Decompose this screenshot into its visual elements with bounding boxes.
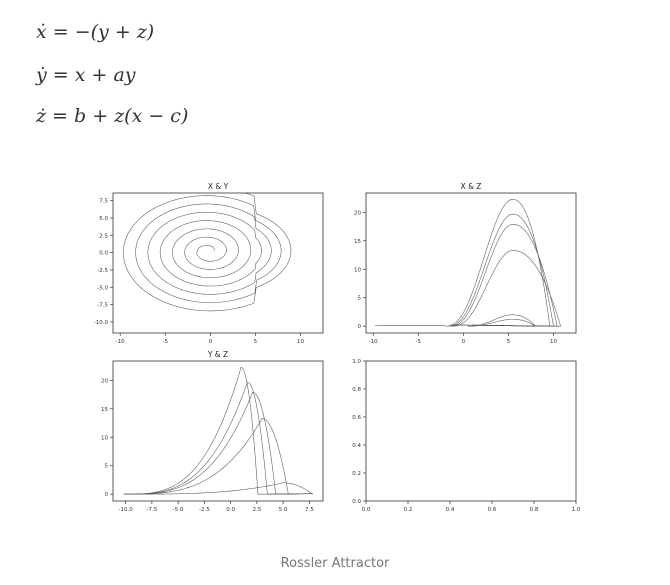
chart-title-yz: Y & Z: [207, 350, 228, 359]
chart-panel-yz: Y & Z -10.0 -7.5 -5.0 -2.5 0.0 2.5 5.0 7.5 0 5 10 15…: [101, 350, 324, 513]
y-tick-label-empty: 0.0: [352, 499, 361, 505]
x-tick-label-yz: -10.0: [118, 507, 133, 513]
x-tick-label-empty: 0.0: [362, 507, 371, 513]
x-tick-label-xy: -10: [116, 339, 125, 345]
x-tick-label-yz: 0.0: [226, 507, 235, 513]
x-tick-label-xz: -5: [416, 339, 422, 345]
axes-frame-empty: [365, 360, 577, 502]
y-tick-label-xy: 5.0: [99, 216, 108, 222]
x-tick-label-yz: 7.5: [305, 507, 314, 513]
y-tick-label-xy: 0.0: [99, 251, 108, 257]
trajectory-curve-xy: [123, 193, 292, 312]
y-tick-label-xy: -2.5: [97, 268, 108, 274]
figure-caption: Rossler Attractor: [280, 556, 390, 571]
y-tick-label-xy: -7.5: [97, 303, 108, 309]
axes-frame-yz: [112, 360, 324, 502]
x-tick-label-empty: 0.6: [488, 507, 497, 513]
chart-panel-xz: X & Z -10 -5 0 5 10 0 5 10 15 20: [354, 182, 577, 345]
x-tick-label-xz: 10: [550, 339, 557, 345]
x-tick-label-xy: -5: [163, 339, 169, 345]
peak-curve-yz-4: [123, 482, 313, 495]
x-tick-label-xy: 0: [209, 339, 213, 345]
loop-curve-xz-0: [445, 198, 551, 327]
y-tick-label-xz: 15: [354, 239, 361, 245]
x-tick-label-empty: 0.2: [404, 507, 413, 513]
peak-curve-yz-0: [123, 366, 313, 495]
axes-frame-xy: [112, 192, 324, 334]
x-tick-label-xy: 10: [297, 339, 304, 345]
x-tick-label-yz: -5.0: [173, 507, 184, 513]
y-tick-label-empty: 0.6: [352, 415, 361, 421]
y-tick-label-empty: 0.4: [352, 443, 361, 449]
y-tick-label-xz: 10: [354, 267, 361, 273]
x-tick-label-xz: 0: [462, 339, 466, 345]
y-tick-label-empty: 0.8: [352, 387, 361, 393]
axes-frame-xz: [365, 192, 577, 334]
chart-panel-empty: 0.0 0.2 0.4 0.6 0.8 1.0 0.0 0.2 0.4 0.6 0.8 1.0: [352, 359, 581, 513]
y-tick-label-yz: 20: [101, 378, 108, 384]
x-tick-label-yz: 2.5: [252, 507, 261, 513]
y-tick-label-xz: 0: [358, 324, 362, 330]
loop-curve-xz-1: [447, 213, 554, 327]
x-tick-label-xz: -10: [369, 339, 378, 345]
x-tick-label-yz: -2.5: [199, 507, 210, 513]
x-tick-label-xz: 5: [507, 339, 511, 345]
y-tick-label-yz: 10: [101, 435, 108, 441]
equation-y-dot: ẏ = x + ay: [36, 64, 136, 86]
loop-curve-xz-5: [467, 319, 537, 327]
peak-curve-yz-1: [123, 381, 313, 495]
y-tick-label-xy: 2.5: [99, 233, 108, 239]
x-tick-label-empty: 1.0: [572, 507, 581, 513]
equation-x-dot: ẋ = −(y + z): [36, 21, 155, 43]
peak-curve-yz-3: [123, 418, 313, 495]
y-tick-label-empty: 0.2: [352, 471, 361, 477]
equation-z-dot: ż = b + z(x − c): [36, 105, 189, 127]
x-tick-label-empty: 0.4: [446, 507, 455, 513]
x-tick-label-xy: 5: [254, 339, 258, 345]
y-tick-label-yz: 0: [105, 492, 109, 498]
loop-curve-xz-3: [452, 250, 562, 327]
y-tick-label-xz: 5: [358, 296, 362, 302]
y-tick-label-yz: 5: [105, 464, 109, 470]
y-tick-label-xy: -5.0: [97, 285, 108, 291]
peak-curve-yz-2: [123, 391, 313, 495]
chart-title-xy: X & Y: [208, 182, 229, 191]
y-tick-label-xy: 7.5: [99, 199, 108, 205]
y-tick-label-empty: 1.0: [352, 359, 361, 365]
chart-title-xz: X & Z: [461, 182, 482, 191]
x-tick-label-empty: 0.8: [530, 507, 539, 513]
x-tick-label-yz: -7.5: [146, 507, 157, 513]
y-tick-label-yz: 15: [101, 407, 108, 413]
x-tick-label-yz: 5.0: [279, 507, 288, 513]
y-tick-label-xz: 20: [354, 210, 361, 216]
chart-panel-xy: X & Y -10 -5 0 5 10 7.5 5.0 2.5 0.0 -2.5 -5.0 -7.5 -1…: [94, 182, 324, 345]
y-tick-label-xy: -10.0: [94, 320, 109, 326]
loop-curve-xz-2: [449, 224, 558, 327]
